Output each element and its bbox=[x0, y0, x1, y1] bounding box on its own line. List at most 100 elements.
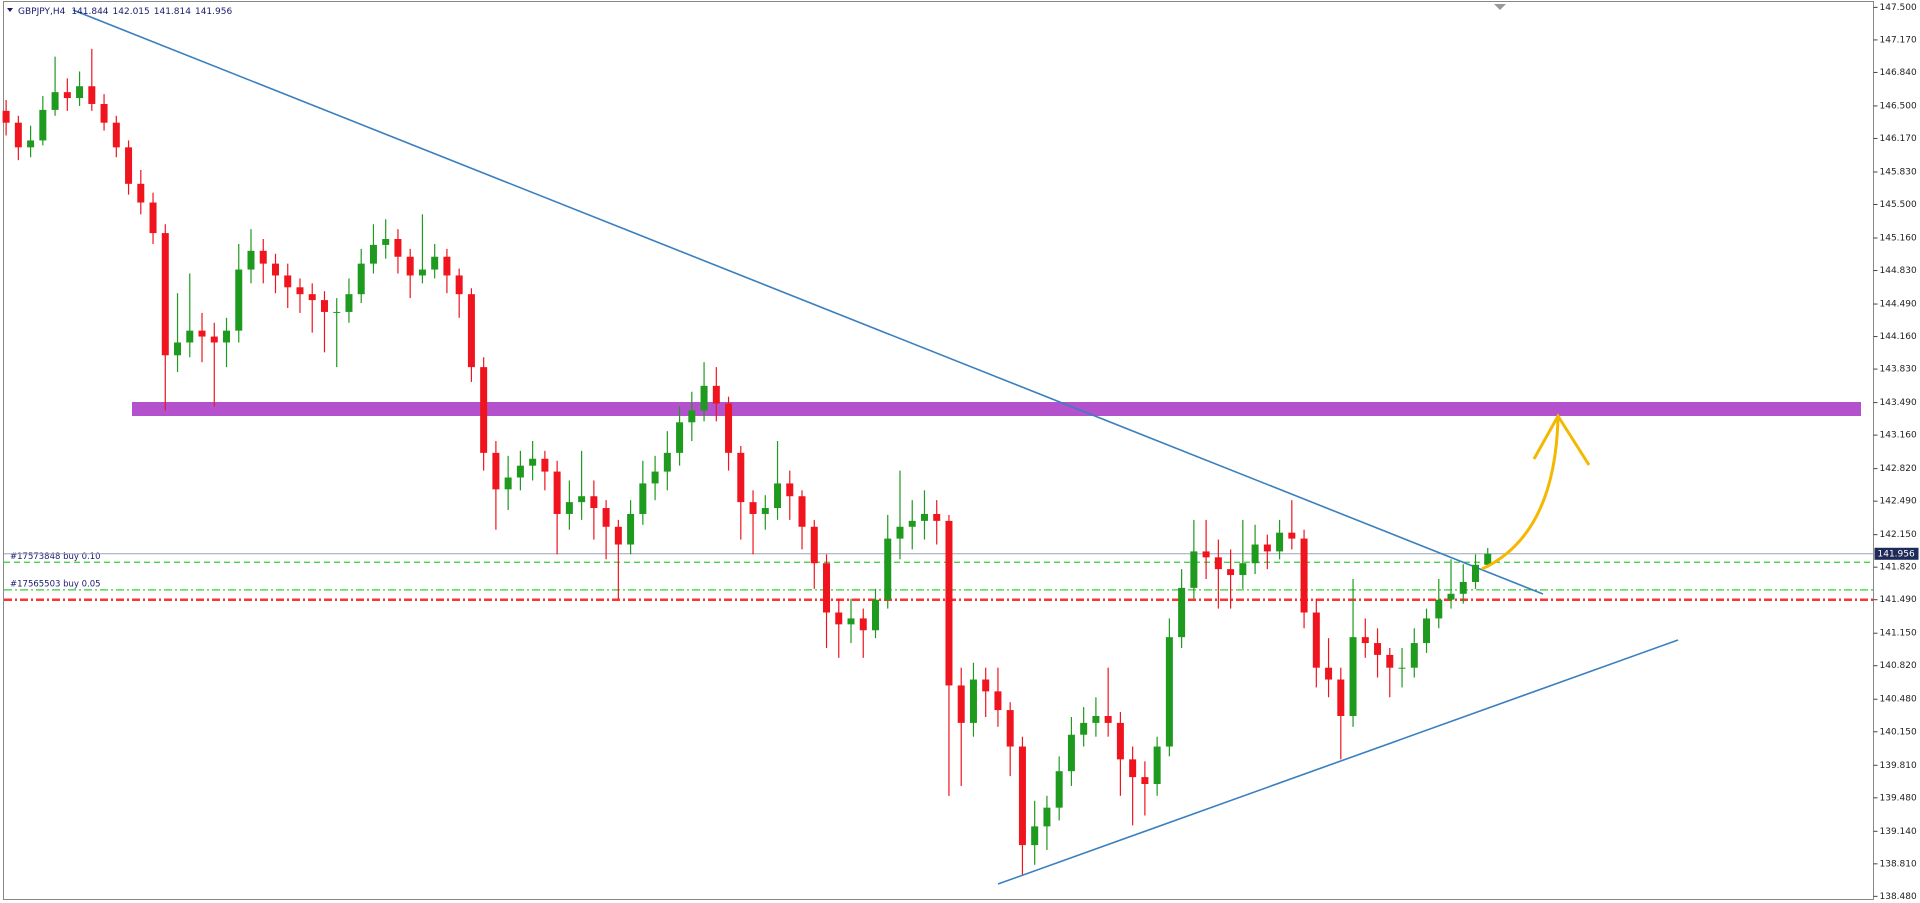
menu-triangle bbox=[7, 8, 13, 12]
resistance-zone bbox=[132, 402, 1861, 416]
candle-body bbox=[1312, 612, 1320, 668]
y-tick-label: 146.170 bbox=[1880, 134, 1917, 144]
candle-body bbox=[1006, 710, 1014, 747]
candle-body bbox=[125, 147, 133, 184]
candle-body bbox=[1092, 715, 1100, 723]
arrow-head bbox=[1532, 413, 1591, 466]
candle-body bbox=[1116, 722, 1124, 760]
candle-body bbox=[1263, 544, 1271, 552]
candle-body bbox=[798, 496, 806, 527]
candle-body bbox=[957, 685, 965, 723]
projection-arrow bbox=[1481, 417, 1560, 571]
candle-body bbox=[1361, 637, 1369, 644]
candle-body bbox=[871, 599, 879, 631]
candle-body bbox=[529, 458, 537, 466]
y-tick-label: 138.810 bbox=[1880, 859, 1917, 869]
candle-body bbox=[149, 202, 157, 234]
high-value: 142.015 bbox=[113, 7, 150, 17]
candle-body bbox=[810, 526, 818, 564]
candle-body bbox=[1031, 826, 1039, 846]
candle-body bbox=[565, 502, 573, 514]
candle-body bbox=[1374, 643, 1382, 655]
order-label: #17573848 buy 0.10 bbox=[10, 552, 101, 562]
candle-body bbox=[602, 508, 610, 527]
candle-body bbox=[1165, 637, 1173, 747]
candle-body bbox=[431, 256, 439, 270]
candle-body bbox=[1349, 637, 1357, 716]
candle-body bbox=[969, 679, 977, 723]
symbol: GBPJPY,H4 bbox=[18, 7, 66, 17]
y-tick-label: 144.490 bbox=[1880, 300, 1917, 310]
candle-body bbox=[1178, 587, 1186, 638]
candle-body bbox=[14, 122, 22, 148]
y-tick-label: 144.160 bbox=[1880, 332, 1917, 342]
y-tick-label: 139.140 bbox=[1880, 827, 1917, 837]
plot-frame bbox=[3, 1, 1874, 900]
candle-body bbox=[1141, 777, 1149, 785]
candle-body bbox=[2, 110, 10, 123]
candle-body bbox=[308, 294, 316, 301]
candle-body bbox=[614, 526, 622, 545]
candle-body bbox=[1018, 746, 1026, 846]
candle-body bbox=[247, 250, 255, 270]
candle-body bbox=[1435, 599, 1443, 619]
chart-header: GBPJPY,H4 141.844 142.015 141.814 141.956 bbox=[18, 7, 232, 17]
candle-body bbox=[63, 92, 71, 99]
candle-body bbox=[688, 410, 696, 423]
candle-body bbox=[1227, 569, 1235, 576]
descending-trendline bbox=[72, 9, 1544, 595]
candle-body bbox=[700, 385, 708, 411]
candle-body bbox=[112, 122, 120, 148]
order-lines: #17573848 buy 0.10 #17565503 buy 0.05 141.… bbox=[4, 547, 1919, 601]
candle-body bbox=[847, 618, 855, 625]
candle-body bbox=[1190, 551, 1198, 588]
candle-body bbox=[884, 538, 892, 600]
shift-marker bbox=[1494, 4, 1506, 10]
y-tick-label: 141.820 bbox=[1880, 563, 1917, 573]
candle-body bbox=[639, 483, 647, 514]
y-tick-label: 143.830 bbox=[1880, 365, 1917, 375]
candle-body bbox=[1447, 593, 1455, 600]
candle-body bbox=[174, 342, 182, 356]
candle-body bbox=[761, 508, 769, 514]
candle-body bbox=[320, 300, 328, 312]
candle-body bbox=[357, 263, 365, 295]
candle-body bbox=[88, 86, 96, 104]
candle-body bbox=[333, 311, 341, 313]
candle-body bbox=[259, 250, 267, 264]
candle-body bbox=[1288, 532, 1296, 539]
candle-body bbox=[1251, 544, 1259, 564]
candle-body bbox=[1472, 564, 1479, 582]
candle-body bbox=[1043, 807, 1051, 827]
y-tick-label: 147.500 bbox=[1880, 3, 1917, 13]
candle-body bbox=[920, 513, 928, 521]
y-tick-label: 145.160 bbox=[1880, 234, 1917, 244]
candle-body bbox=[271, 263, 279, 276]
candle-body bbox=[223, 330, 231, 343]
y-tick-label: 142.150 bbox=[1880, 530, 1917, 540]
y-tick-label: 140.480 bbox=[1880, 695, 1917, 705]
candle-body bbox=[1080, 722, 1088, 735]
order-label: #17565503 buy 0.05 bbox=[10, 579, 101, 589]
candle-body bbox=[516, 465, 524, 478]
candle-body bbox=[39, 109, 47, 141]
y-tick-label: 143.490 bbox=[1880, 398, 1917, 408]
candle-body bbox=[663, 452, 671, 472]
candle-body bbox=[627, 513, 635, 545]
candle-body bbox=[186, 330, 194, 343]
candle-body bbox=[651, 471, 659, 484]
candle-body bbox=[394, 238, 402, 257]
candle-body bbox=[1067, 734, 1075, 772]
candle-body bbox=[1459, 581, 1467, 594]
y-tick-label: 142.820 bbox=[1880, 464, 1917, 474]
candle-body bbox=[994, 691, 1002, 711]
price-box bbox=[1874, 547, 1919, 560]
candle-body bbox=[676, 422, 684, 453]
candle-body bbox=[492, 452, 500, 490]
candle-body bbox=[455, 275, 463, 295]
candle-body bbox=[76, 86, 84, 99]
candle-body bbox=[737, 452, 745, 503]
y-tick-label: 142.490 bbox=[1880, 497, 1917, 507]
